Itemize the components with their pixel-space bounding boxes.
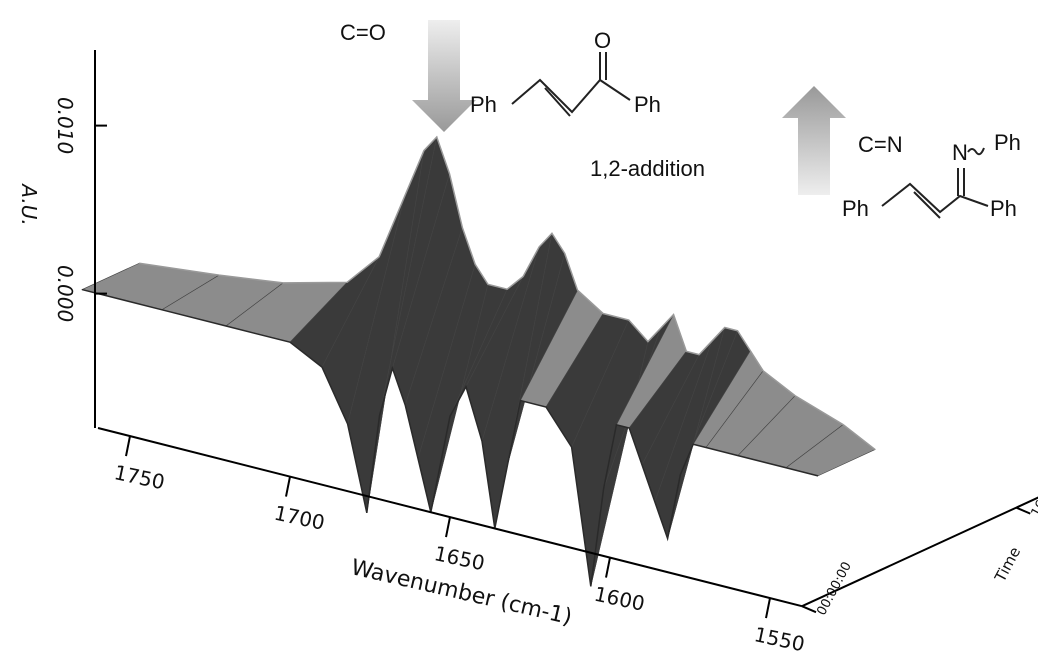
time-tick bbox=[1015, 506, 1031, 515]
cn-label: C=N bbox=[858, 132, 903, 157]
x-tick-label: 1700 bbox=[272, 501, 327, 535]
z-tick-label: 0.000 bbox=[53, 265, 77, 322]
enone-ph2: Ph bbox=[634, 92, 661, 117]
time-tick-label: 00:00:00 bbox=[814, 559, 855, 618]
enone-ph1: Ph bbox=[470, 92, 497, 117]
x-tick bbox=[765, 597, 771, 619]
spectrum-line bbox=[81, 288, 819, 587]
x-tick-label: 1550 bbox=[752, 622, 807, 656]
x-tick-label: 1750 bbox=[112, 460, 167, 494]
imine-ph3: Ph bbox=[990, 196, 1017, 221]
x-tick bbox=[605, 557, 611, 578]
imine-ph2: Ph bbox=[842, 196, 869, 221]
time-axis bbox=[801, 496, 1038, 608]
enone-o: O bbox=[594, 28, 611, 53]
spectrum-line bbox=[139, 135, 876, 451]
enone-bonds bbox=[511, 52, 631, 117]
time-tick bbox=[801, 605, 817, 614]
x-tick bbox=[125, 435, 131, 457]
co-label: C=O bbox=[340, 20, 386, 45]
imine-ph1: Ph bbox=[994, 130, 1021, 155]
time-axis-label: Time bbox=[991, 544, 1025, 586]
surface bbox=[81, 135, 876, 587]
reaction-label: 1,2-addition bbox=[590, 156, 705, 181]
x-tick-label: 1650 bbox=[432, 541, 487, 575]
arrow-up bbox=[782, 86, 846, 195]
z-tick-label: 0.010 bbox=[53, 97, 77, 154]
z-axis-label: A.U. bbox=[17, 182, 41, 225]
time-tick-label: 16:40:00 bbox=[1029, 461, 1038, 520]
arrow-down bbox=[412, 20, 476, 132]
x-tick-label: 1600 bbox=[592, 582, 647, 616]
imine-bonds bbox=[881, 147, 989, 219]
x-tick bbox=[285, 476, 291, 497]
x-tick bbox=[445, 516, 451, 538]
imine-n: N bbox=[952, 140, 968, 165]
